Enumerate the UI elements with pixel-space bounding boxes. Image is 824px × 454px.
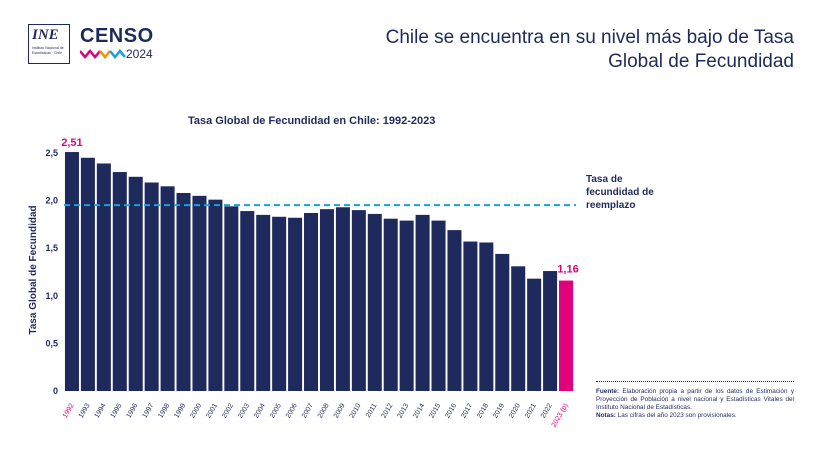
x-tick-label: 2022 — [540, 402, 554, 419]
x-tick-label: 2007 — [301, 402, 315, 419]
censo-logo-year: 2024 — [126, 47, 153, 61]
bar-1995 — [112, 172, 127, 391]
x-tick-label: 2009 — [333, 402, 347, 419]
bar-2019 — [495, 253, 510, 391]
bar-2009 — [335, 207, 350, 391]
source-divider — [596, 381, 794, 382]
x-tick-label: 2015 — [428, 402, 442, 419]
bar-2013 — [399, 220, 414, 391]
x-tick-label: 2003 — [237, 402, 251, 419]
x-tick-label: 2018 — [476, 402, 490, 419]
ine-logo-subtitle: Instituto Nacional de Estadísticas · Chi… — [32, 46, 64, 55]
bar-2008 — [319, 209, 334, 391]
y-tick-label: 0 — [53, 386, 58, 396]
x-tick-label: 2021 — [524, 402, 538, 419]
x-tick-label: 2006 — [285, 402, 299, 419]
bar-1998 — [160, 186, 175, 391]
y-tick-label: 1,5 — [45, 243, 58, 253]
bar-2012 — [383, 218, 398, 391]
last-value-label: 1,16 — [557, 264, 578, 276]
bar-1993 — [80, 157, 95, 391]
bar-2006 — [288, 217, 303, 391]
x-tick-label: 2010 — [349, 402, 363, 419]
bar-1992 — [64, 152, 79, 391]
first-value-label: 2,51 — [61, 137, 82, 149]
y-tick-label: 2,5 — [45, 148, 58, 158]
x-tick-label: 2005 — [269, 402, 283, 419]
x-tick-label: 2014 — [412, 402, 426, 419]
x-tick-label: 1992 — [62, 402, 76, 419]
bar-2017 — [463, 241, 478, 391]
chart-title: Tasa Global de Fecundidad en Chile: 1992… — [188, 115, 436, 127]
y-tick-label: 1,0 — [45, 291, 58, 301]
bar-2015 — [431, 220, 446, 391]
x-tick-label: 2016 — [444, 402, 458, 419]
censo-wave-icon — [80, 49, 126, 59]
x-tick-label: 1996 — [126, 402, 140, 419]
ine-logo: INE Instituto Nacional de Estadísticas ·… — [28, 24, 70, 64]
bar-2000 — [192, 195, 207, 391]
bar-2016 — [447, 230, 462, 391]
bar-2023p — [559, 280, 574, 391]
notes-text: Las cifras del año 2023 son provisionale… — [617, 412, 737, 419]
bar-1994 — [96, 163, 111, 391]
bar-2011 — [367, 213, 382, 391]
bar-2004 — [256, 214, 271, 391]
x-tick-label: 2011 — [365, 402, 379, 419]
bar-2020 — [511, 266, 526, 391]
censo-logo-word: CENSO — [80, 25, 154, 47]
bar-2002 — [224, 206, 239, 391]
censo-logo: CENSO 2024 — [80, 26, 160, 66]
bar-2022 — [543, 271, 558, 391]
bar-2005 — [272, 216, 287, 391]
bar-2021 — [527, 278, 542, 391]
x-tick-label: 1994 — [94, 402, 108, 419]
x-tick-label: 1998 — [157, 402, 171, 419]
x-tick-label: 2000 — [189, 402, 203, 419]
x-tick-label: 2002 — [221, 402, 235, 419]
x-tick-label: 2004 — [253, 402, 267, 419]
x-tick-label: 2019 — [492, 402, 506, 419]
x-tick-label: 1999 — [173, 402, 187, 419]
bar-2001 — [208, 199, 223, 391]
bar-1996 — [128, 176, 143, 391]
x-tick-label: 2013 — [397, 402, 411, 419]
x-tick-label: 1993 — [78, 402, 92, 419]
source-label: Fuente: — [596, 388, 620, 395]
x-tick-label: 2008 — [317, 402, 331, 419]
source-text: Elaboración propia a partir de los datos… — [596, 388, 795, 411]
source-note: Fuente: Elaboración propia a partir de l… — [596, 388, 794, 420]
y-tick-label: 0,5 — [45, 338, 58, 348]
x-tick-label: 1995 — [110, 402, 124, 419]
bar-1997 — [144, 182, 159, 391]
x-tick-label: 2012 — [381, 402, 395, 419]
replacement-level-label: Tasa de fecundidad de reemplazo — [586, 174, 654, 211]
x-tick-label: 2001 — [205, 402, 219, 419]
x-tick-label: 1997 — [142, 402, 156, 419]
x-tick-label: 2017 — [460, 402, 474, 419]
bar-2018 — [479, 242, 494, 391]
bar-2014 — [415, 214, 430, 391]
y-tick-label: 2,0 — [45, 196, 58, 206]
bar-2003 — [240, 211, 255, 391]
bar-2010 — [351, 210, 366, 391]
bar-2007 — [304, 212, 319, 391]
ine-logo-mark: INE — [32, 27, 59, 43]
x-tick-label: 2020 — [508, 402, 522, 419]
y-axis-label: Tasa Global de Fecundidad — [28, 205, 39, 334]
bar-1999 — [176, 192, 191, 391]
notes-label: Notas: — [596, 412, 616, 419]
page-headline: Chile se encuentra en su nivel más bajo … — [385, 27, 794, 72]
